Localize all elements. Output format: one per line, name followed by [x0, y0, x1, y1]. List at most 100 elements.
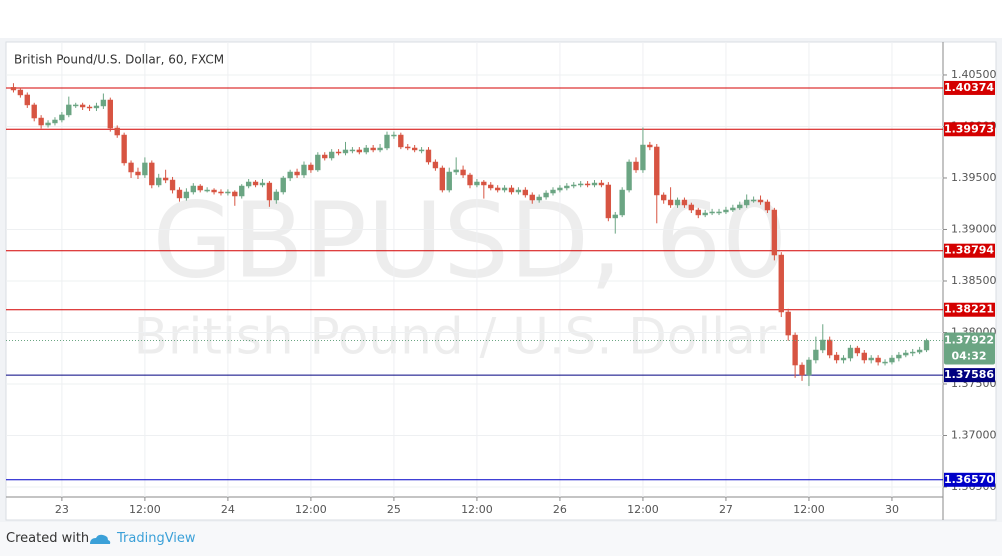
candle-body: [52, 119, 58, 124]
candle-body: [93, 105, 100, 109]
candle-body: [626, 161, 632, 191]
candle-body: [861, 352, 867, 361]
candle-body: [266, 182, 273, 201]
candle-body: [529, 194, 535, 201]
candle-body: [564, 185, 570, 189]
watermark-subtitle: British Pound / U.S. Dollar: [134, 308, 777, 366]
last-price-tag: [944, 332, 995, 365]
candle-body: [640, 144, 646, 171]
candle-body: [709, 211, 715, 214]
candle-body: [121, 134, 127, 164]
candle-body: [522, 189, 529, 196]
candle-body: [31, 104, 37, 119]
candle-body: [149, 162, 155, 186]
candle-body: [813, 349, 819, 361]
candle-body: [515, 189, 522, 193]
y-tick-label: 1.39000: [951, 222, 997, 235]
candle-body: [384, 134, 390, 149]
candle-body: [661, 194, 667, 201]
candle-body: [169, 179, 176, 191]
candle-body: [45, 122, 51, 126]
level-tag: [944, 302, 995, 317]
y-tick-label: 1.38500: [951, 274, 997, 287]
candle-body: [315, 154, 321, 171]
candle-body: [66, 104, 72, 116]
candle-body: [425, 149, 432, 163]
candle-body: [667, 199, 674, 206]
candle-body: [418, 149, 425, 152]
footer-prefix: Created with: [6, 531, 90, 546]
candle-body: [868, 357, 874, 361]
candle-body: [370, 147, 376, 151]
candle-body: [287, 171, 293, 179]
candle-body: [342, 149, 349, 154]
x-tick-label: 12:00: [793, 503, 825, 516]
candle-body: [411, 147, 418, 151]
candle-body: [598, 182, 605, 186]
candle-body: [771, 209, 778, 256]
level-tag: [944, 472, 995, 487]
candle-body: [294, 171, 300, 176]
candle-body: [73, 104, 79, 107]
candle-body: [481, 181, 487, 186]
x-tick-label: 12:00: [129, 503, 161, 516]
candle-body: [494, 187, 501, 191]
candle-body: [114, 127, 120, 136]
candle-body: [785, 311, 791, 336]
candle-body: [280, 177, 286, 193]
candle-body: [674, 199, 681, 206]
y-tick-label: 1.40500: [951, 68, 997, 81]
candle-body: [24, 94, 30, 106]
candle-body: [197, 185, 203, 191]
candle-body: [723, 209, 729, 213]
candle-body: [737, 204, 743, 209]
footer: Created with TradingView: [0, 522, 1002, 556]
footer-brand[interactable]: TradingView: [117, 531, 196, 546]
watermark: GBPUSD, 60: [152, 179, 787, 301]
candle-body: [183, 191, 190, 199]
candle-body: [806, 359, 812, 376]
candle-body: [259, 182, 266, 186]
candle-body: [86, 106, 93, 109]
candle-body: [239, 185, 245, 197]
chart: GBPUSD, 60 British Pound / U.S. Dollar 1…: [5, 41, 997, 521]
candle-body: [508, 187, 515, 193]
candle-body: [896, 354, 902, 359]
candle-body: [792, 334, 798, 366]
candle-body: [543, 192, 549, 198]
candle-body: [328, 151, 335, 159]
candle-body: [232, 191, 238, 197]
candle-body: [142, 162, 148, 176]
y-tick-label: 1.37000: [951, 429, 997, 442]
candle-body: [716, 211, 722, 214]
level-tag: [944, 122, 995, 137]
candle-body: [245, 181, 252, 187]
candle-body: [501, 187, 508, 191]
candle-body: [190, 185, 196, 193]
candle-body: [536, 196, 542, 201]
candle-body: [59, 114, 65, 121]
candle-body: [100, 99, 107, 107]
candle-body: [225, 191, 231, 194]
y-tick-label: 1.39500: [951, 171, 997, 184]
candle-body: [301, 164, 307, 176]
candle-body: [38, 117, 44, 126]
candle-body: [356, 149, 362, 153]
level-tag: [944, 80, 995, 95]
candle-body: [764, 201, 771, 211]
candle-body: [467, 174, 473, 186]
candle-body: [619, 189, 625, 216]
level-tag-label: 1.38794: [944, 244, 994, 257]
x-tick-label: 25: [387, 503, 401, 516]
x-tick-label: 26: [553, 503, 567, 516]
level-tag-label: 1.36570: [944, 473, 994, 486]
candle-body: [647, 144, 653, 148]
candle-body: [571, 184, 577, 187]
candle-body: [840, 357, 847, 361]
candle-body: [688, 204, 695, 211]
candle-body: [349, 149, 356, 152]
candle-body: [799, 364, 805, 376]
last-price-label: 1.37922: [944, 334, 994, 347]
candle-body: [633, 161, 639, 171]
